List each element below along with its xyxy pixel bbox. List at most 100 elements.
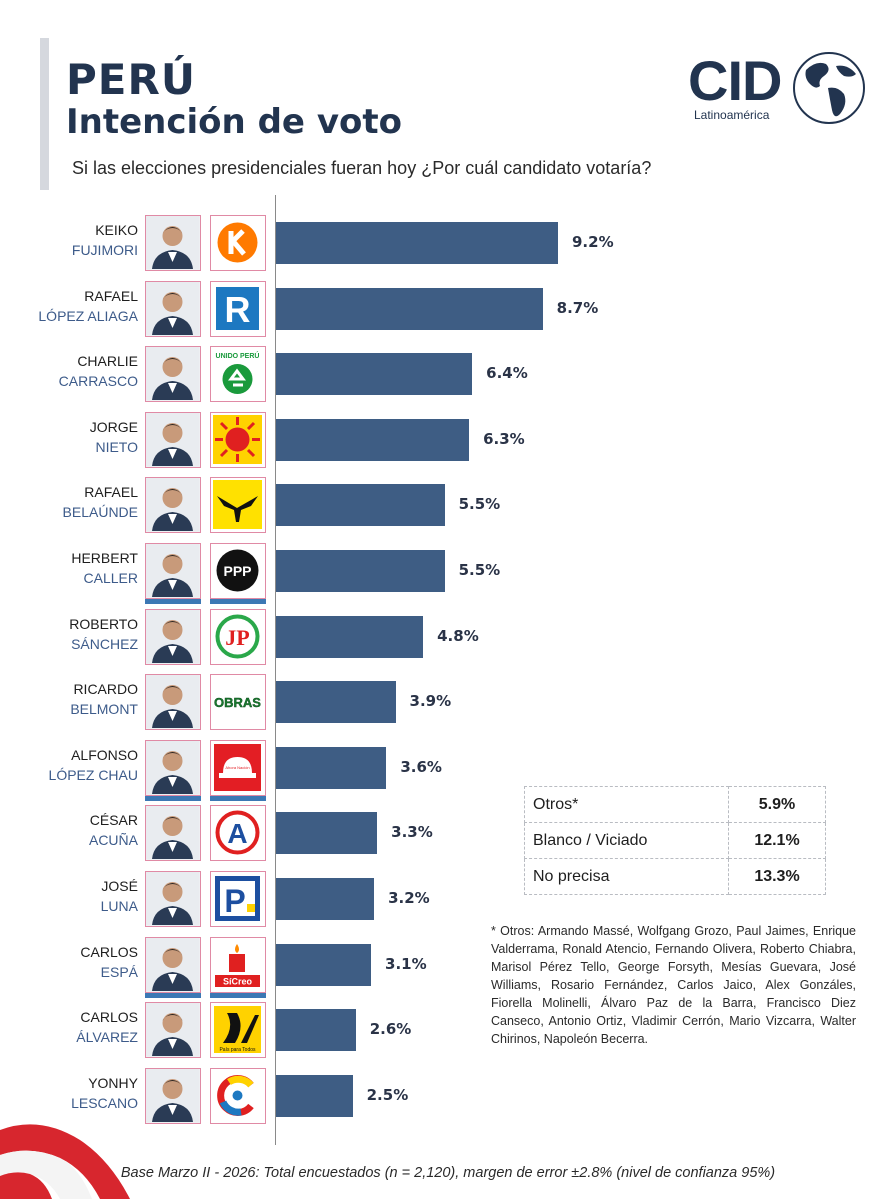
obras-logo: OBRAS bbox=[210, 674, 266, 731]
candidate-first-name: CARLOS bbox=[80, 943, 138, 960]
candidate-last-name: LÓPEZ ALIAGA bbox=[38, 307, 138, 324]
candidate-photo bbox=[145, 936, 201, 993]
chart-axis-line bbox=[275, 195, 276, 1145]
chart-row: CARLOS ESPÁ SíCreo 3.1% bbox=[0, 936, 896, 1000]
table-row: No precisa 13.3% bbox=[524, 858, 826, 895]
candidate-last-name: CARRASCO bbox=[58, 373, 138, 390]
bar-value-label: 3.9% bbox=[409, 692, 452, 711]
bar bbox=[276, 878, 375, 920]
candidate-photo bbox=[145, 739, 201, 796]
bar-value-label: 3.3% bbox=[391, 823, 433, 842]
candidate-first-name: HERBERT bbox=[71, 550, 138, 566]
bar bbox=[276, 681, 396, 724]
cooperacion-popular-c-logo bbox=[210, 1067, 266, 1124]
row-value: 12.1% bbox=[728, 822, 826, 859]
row-label: Blanco / Viciado bbox=[524, 822, 729, 859]
svg-text:R: R bbox=[225, 289, 251, 330]
chart-row: JORGE NIETO 6.3% bbox=[0, 411, 896, 475]
candidate-first-name: JORGE bbox=[89, 418, 138, 435]
bar bbox=[276, 943, 372, 986]
candidate-photo bbox=[145, 608, 201, 665]
header-accent-bar bbox=[40, 38, 49, 190]
bar-value-label: 3.6% bbox=[400, 757, 442, 776]
unido-peru-recycle-logo: UNIDO PERÚ bbox=[210, 346, 266, 403]
candidate-first-name: KEIKO bbox=[95, 222, 138, 238]
bar bbox=[276, 746, 387, 789]
chart-row: HERBERT CALLER PPP 5.5% bbox=[0, 542, 896, 606]
row-value: 13.3% bbox=[728, 858, 826, 895]
chart-row: KEIKO FUJIMORI 9.2% bbox=[0, 214, 896, 278]
peru-flag-ribbon bbox=[0, 1124, 130, 1199]
bar bbox=[276, 353, 473, 396]
survey-question: Si las elecciones presidenciales fueran … bbox=[72, 158, 652, 178]
bar bbox=[276, 418, 470, 461]
candidate-photo bbox=[145, 871, 201, 927]
chart-row: RAFAEL BELAÚNDE 5.5% bbox=[0, 476, 896, 540]
svg-text:PPP: PPP bbox=[223, 563, 251, 579]
candidate-first-name: JOSÉ bbox=[101, 878, 138, 894]
bar bbox=[276, 550, 445, 592]
chart-row: YONHY LESCANO 2.5% bbox=[0, 1067, 896, 1131]
svg-text:UNIDO PERÚ: UNIDO PERÚ bbox=[216, 351, 260, 360]
candidate-first-name: CARLOS bbox=[80, 1009, 138, 1026]
footer-source-note: Base Marzo II - 2026: Total encuestados … bbox=[120, 1165, 776, 1181]
bar bbox=[276, 222, 558, 264]
chart-row: ROBERTO SÁNCHEZ JP 4.8% bbox=[0, 608, 896, 672]
candidate-last-name: LÓPEZ CHAU bbox=[48, 766, 138, 783]
candidate-last-name: LUNA bbox=[100, 898, 138, 914]
table-row: Otros* 5.9% bbox=[524, 786, 826, 823]
page-title: PERÚ bbox=[66, 55, 196, 104]
candidate-photo bbox=[145, 1002, 201, 1059]
bar-value-label: 8.7% bbox=[556, 298, 599, 317]
candidate-last-name: BELAÚNDE bbox=[62, 504, 138, 521]
candidate-first-name: CÉSAR bbox=[89, 812, 138, 829]
candidate-last-name: LESCANO bbox=[71, 1094, 138, 1111]
bar bbox=[276, 615, 424, 658]
svg-text:Ahora Nación: Ahora Nación bbox=[225, 765, 249, 770]
row-label: No precisa bbox=[524, 858, 729, 895]
candidate-first-name: YONHY bbox=[88, 1074, 138, 1091]
fuerza-popular-k-logo bbox=[210, 215, 266, 271]
logo-text: CID bbox=[688, 49, 782, 112]
party-accent-band bbox=[210, 992, 266, 998]
bar-value-label: 6.4% bbox=[486, 364, 528, 383]
chart-row: ALFONSO LÓPEZ CHAU Ahora Nación 3.6% bbox=[0, 739, 896, 803]
candidate-first-name: RAFAEL bbox=[84, 484, 138, 501]
row-value: 5.9% bbox=[728, 786, 826, 823]
candidate-photo bbox=[145, 543, 201, 599]
candidate-last-name: BELMONT bbox=[70, 701, 138, 718]
candidate-photo bbox=[145, 215, 201, 271]
candidate-last-name: SÁNCHEZ bbox=[71, 635, 138, 652]
bar-value-label: 6.3% bbox=[483, 429, 525, 448]
photo-accent-band bbox=[145, 992, 201, 998]
sun-face-logo bbox=[210, 411, 266, 468]
candidate-photo bbox=[145, 411, 201, 468]
svg-text:P: P bbox=[224, 883, 245, 919]
candidate-first-name: ALFONSO bbox=[71, 746, 138, 763]
globe-icon bbox=[793, 52, 865, 124]
candidate-last-name: ACUÑA bbox=[88, 832, 138, 849]
chart-row: CÉSAR ACUÑA A 3.3% bbox=[0, 804, 896, 868]
pais-para-todos-road-logo: País para Todos bbox=[210, 1002, 266, 1059]
candidate-last-name: NIETO bbox=[95, 438, 138, 455]
candidate-first-name: ROBERTO bbox=[69, 615, 138, 632]
bar-value-label: 3.1% bbox=[385, 954, 427, 973]
bar-value-label: 2.6% bbox=[369, 1020, 412, 1039]
svg-text:JP: JP bbox=[225, 625, 249, 650]
candidate-photo bbox=[145, 346, 201, 403]
chart-row: RICARDO BELMONT OBRAS 3.9% bbox=[0, 673, 896, 737]
bar bbox=[276, 287, 543, 330]
svg-text:País para Todos: País para Todos bbox=[219, 1047, 256, 1053]
candidate-photo bbox=[145, 674, 201, 731]
jp-logo: JP bbox=[210, 608, 266, 665]
table-row: Blanco / Viciado 12.1% bbox=[524, 822, 826, 859]
party-accent-band bbox=[210, 599, 266, 604]
others-footnote: * Otros: Armando Massé, Wolfgang Grozo, … bbox=[491, 924, 856, 1046]
candidate-last-name: ÁLVAREZ bbox=[76, 1029, 138, 1046]
candidate-photo bbox=[145, 1067, 201, 1124]
page-subtitle: Intención de voto bbox=[66, 102, 402, 142]
condor-logo bbox=[210, 477, 266, 534]
chart-row: CARLOS ÁLVAREZ País para Todos 2.6% bbox=[0, 1001, 896, 1065]
si-creo-candle-logo: SíCreo bbox=[210, 936, 266, 993]
bar-value-label: 4.8% bbox=[437, 626, 479, 645]
